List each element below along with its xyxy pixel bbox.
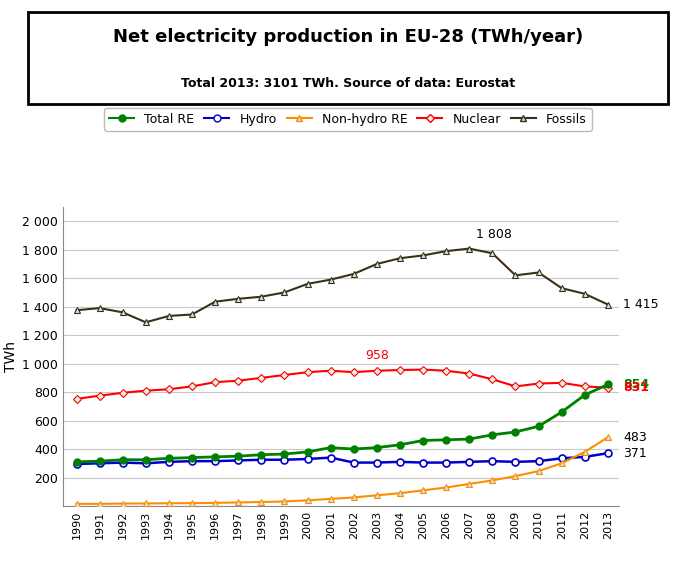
FancyBboxPatch shape [28,12,668,104]
Y-axis label: TWh: TWh [3,341,17,372]
Text: 483: 483 [623,431,647,444]
Text: Net electricity production in EU-28 (TWh/year): Net electricity production in EU-28 (TWh… [113,28,583,46]
Text: 371: 371 [623,447,647,459]
Text: 958: 958 [365,349,389,362]
Legend: Total RE, Hydro, Non-hydro RE, Nuclear, Fossils: Total RE, Hydro, Non-hydro RE, Nuclear, … [104,108,592,131]
Text: 1 808: 1 808 [476,228,512,241]
Text: Total 2013: 3101 TWh. Source of data: Eurostat: Total 2013: 3101 TWh. Source of data: Eu… [181,76,515,90]
Text: 854: 854 [623,378,649,391]
Text: 1 415: 1 415 [623,298,658,311]
Text: 831: 831 [623,381,649,394]
